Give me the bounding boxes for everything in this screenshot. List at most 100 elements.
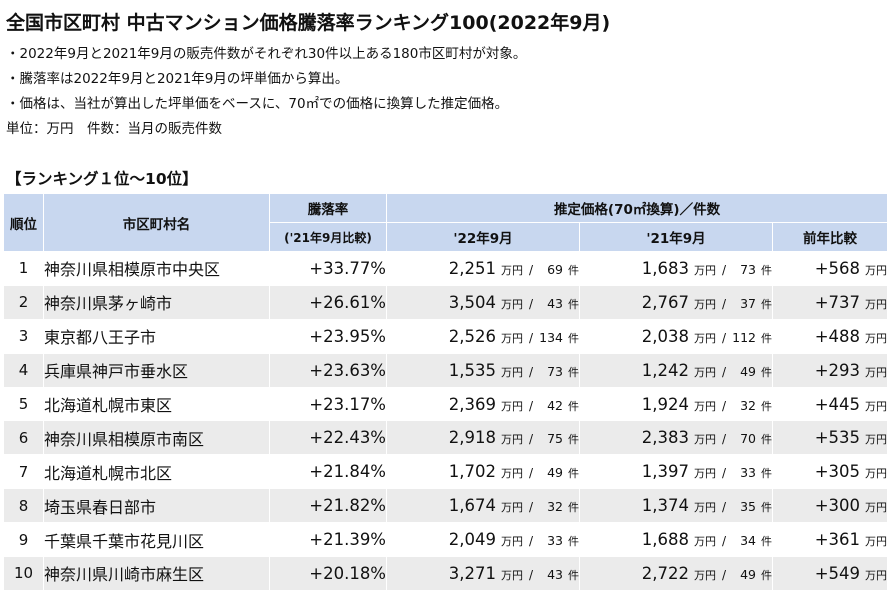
note-line: ・2022年9月と2021年9月の販売件数がそれぞれ30件以上ある180市区町村… — [6, 46, 527, 62]
count-2022: 43 — [547, 566, 563, 582]
count-2021: 49 — [740, 363, 756, 379]
price-2022: 3,504 — [448, 292, 496, 312]
unit-man-yen: 万円 — [500, 568, 523, 582]
price-2021-cell: 1,688 万円 / 34 件 — [579, 522, 773, 558]
rank-cell: 6 — [3, 420, 44, 456]
change-rate: +20.18% — [269, 556, 387, 591]
count-2021: 49 — [740, 566, 756, 582]
change-rate: +23.63% — [269, 352, 387, 388]
price-2022: 1,535 — [448, 360, 496, 380]
price-2021: 1,924 — [641, 394, 689, 414]
municipality-name: 神奈川県川崎市麻生区 — [43, 556, 270, 591]
price-2022: 2,369 — [448, 394, 496, 414]
rank-cell: 1 — [3, 251, 44, 286]
slash: / — [528, 567, 533, 582]
unit-man-yen: 万円 — [693, 263, 716, 277]
yoy-diff: +293 — [814, 360, 861, 380]
municipality-name: 神奈川県相模原市中央区 — [43, 251, 270, 286]
slash: / — [721, 330, 726, 345]
change-rate: +21.84% — [269, 454, 387, 490]
unit-note: 単位：万円 件数：当月の販売件数 — [6, 121, 222, 137]
change-rate: +26.61% — [269, 284, 387, 320]
yoy-diff: +535 — [814, 428, 861, 448]
header-price-group: 推定価格(70㎡換算)／件数 — [385, 193, 887, 223]
rank-cell: 5 — [3, 386, 44, 422]
unit-ken: 件 — [568, 297, 579, 311]
price-2021: 1,374 — [641, 496, 689, 516]
yoy-diff: +361 — [814, 530, 861, 550]
table-row: 8 埼玉県春日部市 +21.82% 1,674 万円/32 件 1,374 万円/35 件 +30… — [3, 488, 887, 524]
municipality-name: 兵庫県神戸市垂水区 — [43, 352, 270, 388]
unit-man-yen: 万円 — [693, 331, 716, 345]
unit-man-yen: 万円 — [693, 535, 716, 549]
slash: / — [528, 534, 533, 549]
count-2021: 34 — [740, 533, 756, 549]
yoy-diff-cell: +305 万円 — [771, 454, 887, 490]
municipality-name: 神奈川県茅ヶ崎市 — [43, 284, 270, 320]
header-name: 市区町村名 — [43, 193, 270, 252]
price-2021: 2,038 — [641, 326, 689, 346]
price-2021: 1,683 — [641, 258, 689, 278]
yoy-diff-cell: +535 万円 — [771, 420, 887, 456]
unit-man-yen: 万円 — [693, 501, 716, 515]
unit-ken: 件 — [761, 535, 772, 549]
unit-ken: 件 — [568, 399, 579, 413]
municipality-name: 北海道札幌市東区 — [43, 386, 270, 422]
unit-man-yen: 万円 — [693, 399, 716, 413]
count-2021: 35 — [740, 499, 756, 515]
rank-cell: 9 — [3, 522, 44, 558]
change-rate: +21.39% — [269, 522, 387, 558]
table-row: 10 神奈川県川崎市麻生区 +20.18% 3,271 万円 / 43 件 2,722 万円 / 49… — [3, 556, 887, 591]
unit-man-yen: 万円 — [500, 263, 523, 277]
notes: ・2022年9月と2021年9月の販売件数がそれぞれ30件以上ある180市区町村… — [6, 42, 526, 142]
count-2022: 75 — [547, 431, 563, 447]
slash: / — [721, 398, 726, 413]
unit-ken: 件 — [568, 331, 579, 345]
unit-man-yen: 万円 — [500, 365, 523, 379]
rank-cell: 8 — [3, 488, 44, 524]
count-2022: 69 — [547, 261, 563, 277]
unit-man-yen: 万円 — [865, 501, 887, 515]
yoy-diff: +737 — [814, 292, 861, 312]
price-2021: 1,688 — [641, 530, 689, 550]
rank-cell: 3 — [3, 318, 44, 354]
municipality-name: 北海道札幌市北区 — [43, 454, 270, 490]
slash: / — [528, 500, 533, 515]
price-2021: 2,767 — [641, 292, 689, 312]
price-2021-cell: 1,242 万円 / 49 件 — [579, 352, 773, 388]
price-2022-cell: 2,049 万円 / 33 件 — [386, 522, 580, 558]
table-row: 5 北海道札幌市東区 +23.17% 2,369 万円/42 件 1,924 万円/32 件 +4… — [3, 386, 887, 422]
table-row: 2 神奈川県茅ヶ崎市 +26.61% 3,504 万円/43 件 2,767 万円/37 件 +7… — [3, 284, 887, 320]
municipality-name: 埼玉県春日部市 — [43, 488, 270, 524]
price-2021-cell: 1,374 万円 / 35 件 — [579, 488, 773, 524]
table-row: 3 東京都八王子市 +23.95% 2,526 万円/134 件 2,038 万円/112 件 +… — [3, 318, 887, 354]
unit-ken: 件 — [761, 433, 772, 447]
unit-ken: 件 — [568, 568, 579, 582]
rank-cell: 10 — [3, 556, 44, 591]
unit-ken: 件 — [761, 399, 772, 413]
yoy-diff-cell: +737 万円 — [771, 284, 887, 320]
price-2022-cell: 1,535 万円 / 73 件 — [386, 352, 580, 388]
yoy-diff: +445 — [814, 394, 861, 414]
note-line: ・騰落率は2022年9月と2021年9月の坪単価から算出。 — [6, 71, 349, 87]
unit-man-yen: 万円 — [865, 467, 887, 481]
count-2022: 134 — [539, 329, 563, 345]
price-2022: 2,526 — [448, 326, 496, 346]
slash: / — [528, 330, 533, 345]
price-2021-cell: 2,722 万円 / 49 件 — [579, 556, 773, 591]
price-2022: 3,271 — [448, 563, 496, 583]
yoy-diff: +300 — [814, 496, 861, 516]
unit-ken: 件 — [568, 501, 579, 515]
slash: / — [721, 466, 726, 481]
header-2022-09: '22年9月 — [386, 222, 580, 252]
slash: / — [528, 262, 533, 277]
slash: / — [721, 262, 726, 277]
count-2022: 49 — [547, 465, 563, 481]
unit-man-yen: 万円 — [500, 297, 523, 311]
rank-cell: 4 — [3, 352, 44, 388]
price-2021-cell: 2,383 万円 / 70 件 — [579, 420, 773, 456]
change-rate: +33.77% — [269, 251, 387, 286]
yoy-diff-cell: +300 万円 — [771, 488, 887, 524]
yoy-diff-cell: +445 万円 — [771, 386, 887, 422]
yoy-diff-cell: +293 万円 — [771, 352, 887, 388]
